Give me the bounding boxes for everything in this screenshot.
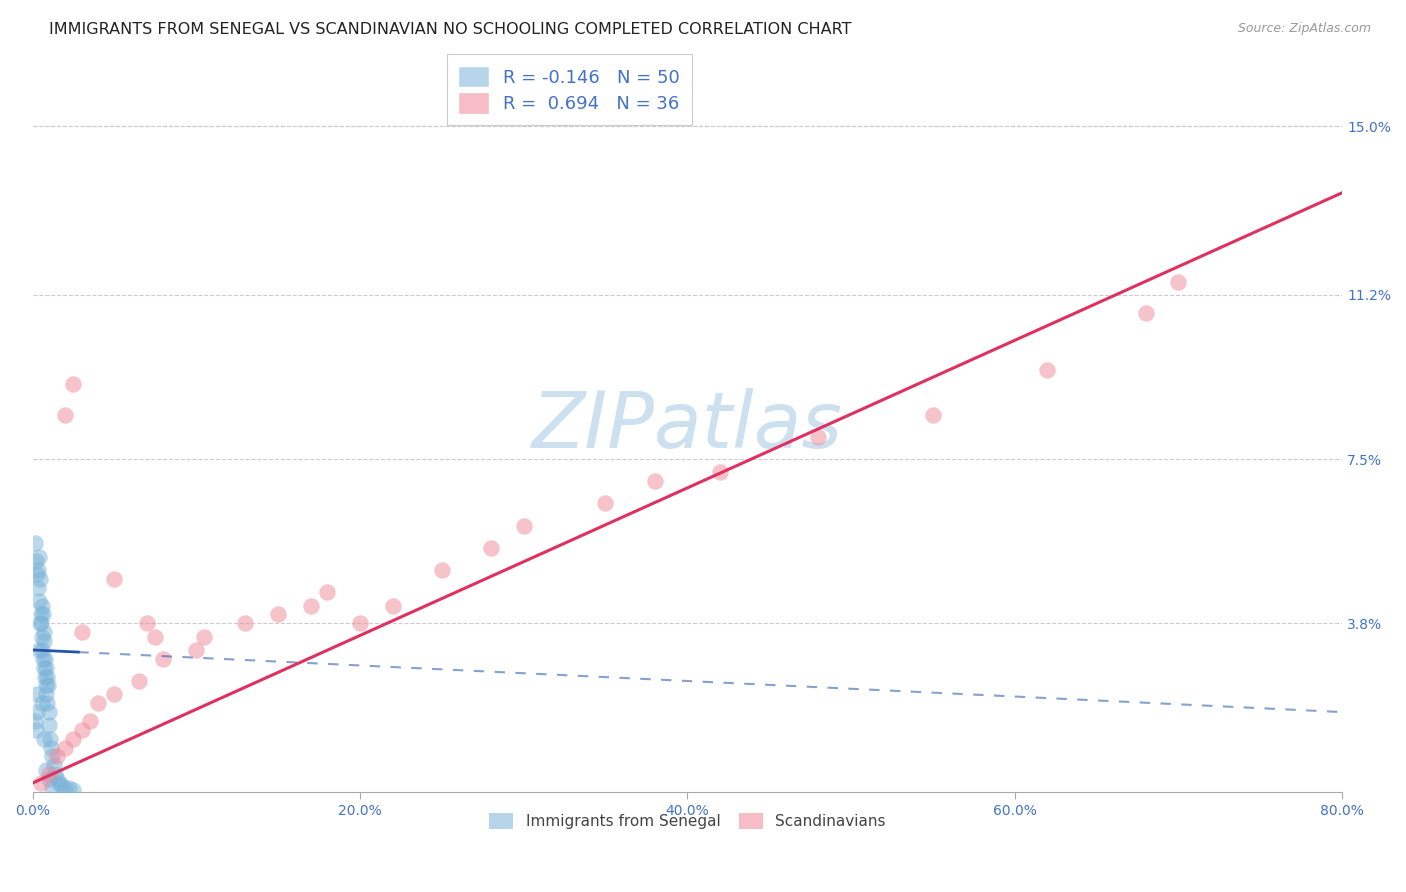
Text: ZIPatlas: ZIPatlas <box>531 388 842 464</box>
Point <box>25 567 48 582</box>
Point <box>70 625 93 640</box>
Point <box>32 661 55 675</box>
Point <box>1036 363 1059 377</box>
Point <box>595 496 617 510</box>
Point <box>30 616 52 631</box>
Point <box>58 781 80 796</box>
Point <box>46 772 69 786</box>
Point <box>38 772 60 786</box>
Point <box>37 696 59 710</box>
Point <box>31 696 53 710</box>
Point <box>46 749 69 764</box>
Point <box>39 731 62 746</box>
Point <box>644 475 666 489</box>
Point <box>62 376 84 391</box>
Point <box>41 749 63 764</box>
Point <box>87 696 110 710</box>
Point <box>136 616 159 631</box>
Point <box>233 616 256 631</box>
Point <box>44 767 66 781</box>
Point <box>267 607 290 622</box>
Point <box>128 673 150 688</box>
Point <box>24 714 46 728</box>
Legend: Immigrants from Senegal, Scandinavians: Immigrants from Senegal, Scandinavians <box>482 807 891 836</box>
Text: Source: ZipAtlas.com: Source: ZipAtlas.com <box>1237 22 1371 36</box>
Point <box>27 563 49 577</box>
Point <box>34 678 56 692</box>
Point <box>53 740 76 755</box>
Point <box>32 731 55 746</box>
Point <box>31 599 53 613</box>
Point <box>41 780 63 795</box>
Point <box>35 687 58 701</box>
Point <box>62 782 84 797</box>
Point <box>25 554 48 568</box>
Point <box>32 634 55 648</box>
Point <box>32 625 55 640</box>
Point <box>103 687 125 701</box>
Point <box>30 616 52 631</box>
Point <box>38 718 60 732</box>
Point <box>30 776 52 790</box>
Point <box>70 723 93 737</box>
Point <box>381 599 404 613</box>
Point <box>35 661 58 675</box>
Point <box>1167 275 1189 289</box>
Point <box>479 541 502 555</box>
Point <box>42 758 65 772</box>
Point <box>921 408 943 422</box>
Point <box>27 687 49 701</box>
Point <box>24 536 46 550</box>
Point <box>1135 305 1157 319</box>
Point <box>24 723 46 737</box>
Point <box>34 669 56 683</box>
Point <box>28 643 51 657</box>
Point <box>48 776 70 790</box>
Point <box>53 408 76 422</box>
Point <box>28 594 51 608</box>
Point <box>143 630 166 644</box>
Point <box>152 652 174 666</box>
Point <box>34 652 56 666</box>
Point <box>27 581 49 595</box>
Point <box>32 652 55 666</box>
Point <box>316 585 339 599</box>
Point <box>28 572 51 586</box>
Point <box>31 643 53 657</box>
Point <box>35 669 58 683</box>
Point <box>34 763 56 777</box>
Point <box>37 678 59 692</box>
Point <box>807 430 830 444</box>
Point <box>31 630 53 644</box>
Point <box>28 549 51 564</box>
Text: IMMIGRANTS FROM SENEGAL VS SCANDINAVIAN NO SCHOOLING COMPLETED CORRELATION CHART: IMMIGRANTS FROM SENEGAL VS SCANDINAVIAN … <box>49 22 852 37</box>
Point <box>299 599 322 613</box>
Point <box>38 705 60 719</box>
Point <box>25 705 48 719</box>
Point <box>41 740 63 755</box>
Point <box>30 607 52 622</box>
Point <box>103 572 125 586</box>
Point <box>53 780 76 795</box>
Point <box>31 607 53 622</box>
Point <box>38 767 60 781</box>
Point <box>349 616 371 631</box>
Point <box>430 563 453 577</box>
Point <box>62 731 84 746</box>
Point <box>193 630 215 644</box>
Point <box>709 466 731 480</box>
Point <box>186 643 208 657</box>
Point <box>49 778 72 792</box>
Point <box>79 714 101 728</box>
Point <box>512 518 534 533</box>
